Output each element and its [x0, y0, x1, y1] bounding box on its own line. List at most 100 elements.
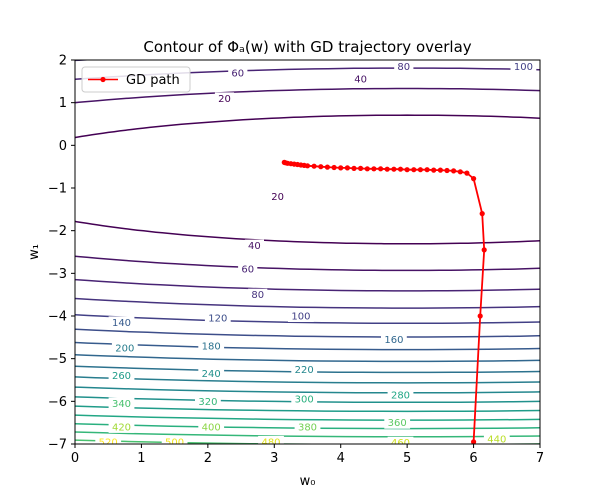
- gd-path-point: [479, 211, 485, 217]
- gd-path-point: [437, 167, 443, 173]
- plot-frame: [74, 59, 541, 445]
- contour-label-bg: [394, 60, 414, 73]
- contour-label-bg: [111, 342, 138, 354]
- contour-label-400: 400: [202, 422, 221, 433]
- contour-label-100: 100: [291, 312, 310, 323]
- contour-label-20: 20: [271, 192, 284, 203]
- contour-label-bg: [214, 92, 235, 105]
- gd-path-point: [444, 167, 450, 174]
- contour-label-40: 40: [248, 241, 261, 252]
- gd-path-point: [471, 439, 477, 444]
- x-tick-label: 3: [270, 451, 278, 466]
- contour-label-500: 500: [165, 437, 184, 448]
- contour-label-440: 440: [487, 434, 506, 445]
- contour-label-bg: [204, 312, 231, 325]
- gd-path-point: [384, 166, 390, 172]
- x-axis-label: w₀: [300, 474, 316, 489]
- x-tick-label: 1: [137, 451, 145, 466]
- x-axis-ticks: 0 1 2 3 4 5 6 7: [71, 444, 544, 466]
- y-tick-label: −7: [48, 438, 67, 453]
- y-tick-label: −6: [48, 395, 67, 410]
- gd-path-point: [324, 164, 330, 170]
- gd-path-point: [464, 170, 470, 176]
- contour-label-bg: [228, 66, 248, 79]
- gd-path-point: [358, 165, 364, 171]
- contour-label-bg: [268, 190, 288, 203]
- x-tick-label: 4: [337, 451, 345, 466]
- gd-path-point: [371, 166, 377, 172]
- contour-label-180: 180: [202, 341, 221, 352]
- x-tick-label: 6: [469, 451, 477, 466]
- contour-label-bg: [294, 420, 321, 433]
- gd-path-point: [424, 167, 430, 173]
- contour-label-340: 340: [112, 399, 131, 410]
- x-tick-label: 2: [204, 451, 212, 466]
- contour-label-bg: [258, 435, 284, 444]
- contour-label-260: 260: [112, 371, 131, 382]
- y-tick-label: −1: [48, 182, 67, 197]
- contour-label-220: 220: [295, 365, 314, 376]
- y-tick-label: −5: [48, 352, 67, 367]
- contour-label-bg: [291, 393, 318, 406]
- contour-label-bg: [244, 239, 264, 252]
- contour-label-320: 320: [198, 397, 217, 408]
- gd-path-point: [471, 176, 477, 182]
- contour-label-360: 360: [388, 418, 407, 429]
- legend-marker: [100, 76, 106, 83]
- contour-label-bg: [248, 288, 268, 301]
- gd-path-point: [404, 167, 410, 173]
- legend-box: [81, 66, 191, 93]
- contour-label-bg: [510, 60, 537, 73]
- gd-path-point: [411, 167, 417, 173]
- contour-label-bg: [161, 435, 188, 444]
- contour-label-bg: [387, 388, 414, 401]
- contour-label-40: 40: [354, 75, 367, 86]
- gd-path-point: [351, 165, 357, 171]
- contour-label-bg: [351, 73, 371, 86]
- gd-path-point: [477, 313, 483, 319]
- contour-label-bg: [483, 432, 510, 444]
- gd-path-point: [281, 159, 287, 165]
- contour-label-460: 460: [391, 438, 410, 449]
- gd-path-point: [397, 166, 404, 172]
- contour-label-bg: [238, 263, 258, 276]
- y-tick-label: −3: [48, 267, 67, 282]
- gd-path-point: [391, 166, 397, 172]
- y-tick-label: −4: [48, 310, 67, 325]
- contour-label-bg: [198, 367, 225, 380]
- gd-path-point: [331, 164, 337, 171]
- x-tick-label: 7: [536, 451, 544, 466]
- y-tick-label: 2: [59, 54, 67, 69]
- chart-title: Contour of Φₐ(w) with GD trajectory over…: [143, 38, 471, 56]
- contour-label-bg: [198, 420, 225, 433]
- contour-label-520: 520: [99, 437, 118, 448]
- gd-path-point: [318, 164, 324, 170]
- gd-path-point: [344, 165, 350, 171]
- contour-label-380: 380: [298, 422, 317, 433]
- contour-label-bg: [384, 416, 411, 429]
- gd-path-point: [431, 167, 437, 173]
- contour-label-280: 280: [391, 390, 410, 401]
- contour-label-bg: [108, 420, 135, 433]
- contour-label-60: 60: [231, 68, 244, 79]
- x-tick-label: 5: [403, 451, 411, 466]
- gd-path-point: [378, 166, 384, 172]
- contour-label-60: 60: [241, 265, 254, 276]
- contour-label-160: 160: [384, 335, 403, 346]
- contour-label-bg: [198, 339, 225, 352]
- gd-trajectory: [281, 159, 487, 444]
- contour-label-300: 300: [295, 395, 314, 406]
- y-axis-label: w₁: [27, 244, 42, 260]
- contour-label-80: 80: [251, 290, 264, 301]
- contour-label-200: 200: [115, 344, 134, 355]
- gd-path-point: [311, 163, 317, 169]
- contour-label-240: 240: [202, 369, 221, 380]
- legend-label-gd-path: GD path: [126, 73, 180, 88]
- contour-label-bg: [291, 363, 318, 376]
- contour-labels: 100 80 60 40 20 20 40 60 80 100 140 120 160 200 180 220…: [95, 60, 537, 449]
- contour-label-bg: [108, 369, 135, 382]
- gd-path-point: [481, 247, 487, 253]
- y-axis-ticks: −7 −6 −5 −4 −3 −2 −1 0 1 2: [48, 54, 75, 453]
- contour-label-bg: [95, 435, 122, 444]
- y-tick-label: 0: [59, 139, 67, 154]
